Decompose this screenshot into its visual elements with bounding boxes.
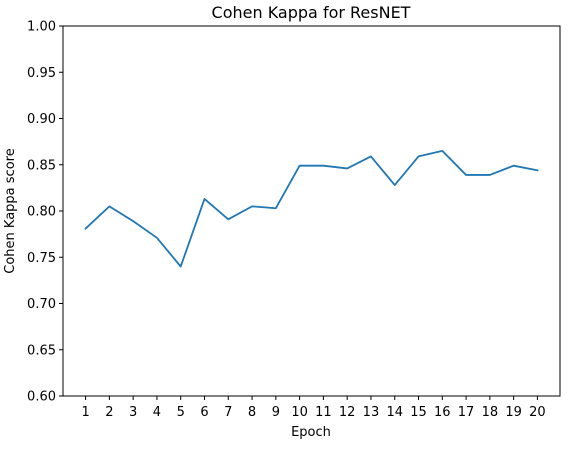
series-line <box>84 149 539 268</box>
y-tick-label: 0.85 <box>27 158 56 173</box>
x-axis: 1 2 3 4 5 6 7 8 9 10 11 12 13 14 15 16 17 18 19 20 <box>81 396 546 420</box>
x-tick-label: 14 <box>386 405 403 420</box>
x-tick-label: 20 <box>529 405 546 420</box>
x-tick-label: 9 <box>272 405 280 420</box>
y-tick-label: 0.80 <box>27 205 56 220</box>
x-tick-label: 16 <box>434 405 451 420</box>
x-tick-label: 12 <box>339 405 356 420</box>
x-tick-label: 17 <box>458 405 475 420</box>
x-tick-label: 10 <box>291 405 308 420</box>
plot-frame <box>62 25 561 397</box>
y-axis-label: Cohen Kappa score <box>3 148 18 273</box>
series-group <box>84 149 539 268</box>
x-tick-label: 7 <box>224 405 232 420</box>
x-tick-label: 4 <box>153 405 161 420</box>
x-tick-label: 19 <box>505 405 522 420</box>
x-tick-label: 3 <box>129 405 137 420</box>
x-tick-label: 11 <box>315 405 332 420</box>
y-axis: 0.60 0.65 0.70 0.75 0.80 0.85 0.90 0.95 1.00 <box>27 20 63 405</box>
x-tick-label: 5 <box>177 405 185 420</box>
x-tick-label: 6 <box>200 405 208 420</box>
y-tick-label: 0.60 <box>27 390 56 405</box>
x-tick-label: 8 <box>248 405 256 420</box>
chart-title: Cohen Kappa for ResNET <box>212 3 411 22</box>
y-tick-label: 0.90 <box>27 112 56 127</box>
x-axis-label: Epoch <box>291 425 331 440</box>
x-tick-label: 2 <box>105 405 113 420</box>
x-tick-label: 13 <box>363 405 380 420</box>
y-tick-label: 0.75 <box>27 251 56 266</box>
y-tick-label: 0.70 <box>27 297 56 312</box>
y-tick-label: 1.00 <box>27 20 56 35</box>
x-tick-label: 15 <box>410 405 427 420</box>
x-tick-label: 18 <box>482 405 499 420</box>
x-tick-label: 1 <box>81 405 89 420</box>
y-tick-label: 0.65 <box>27 343 56 358</box>
y-tick-label: 0.95 <box>27 66 56 81</box>
